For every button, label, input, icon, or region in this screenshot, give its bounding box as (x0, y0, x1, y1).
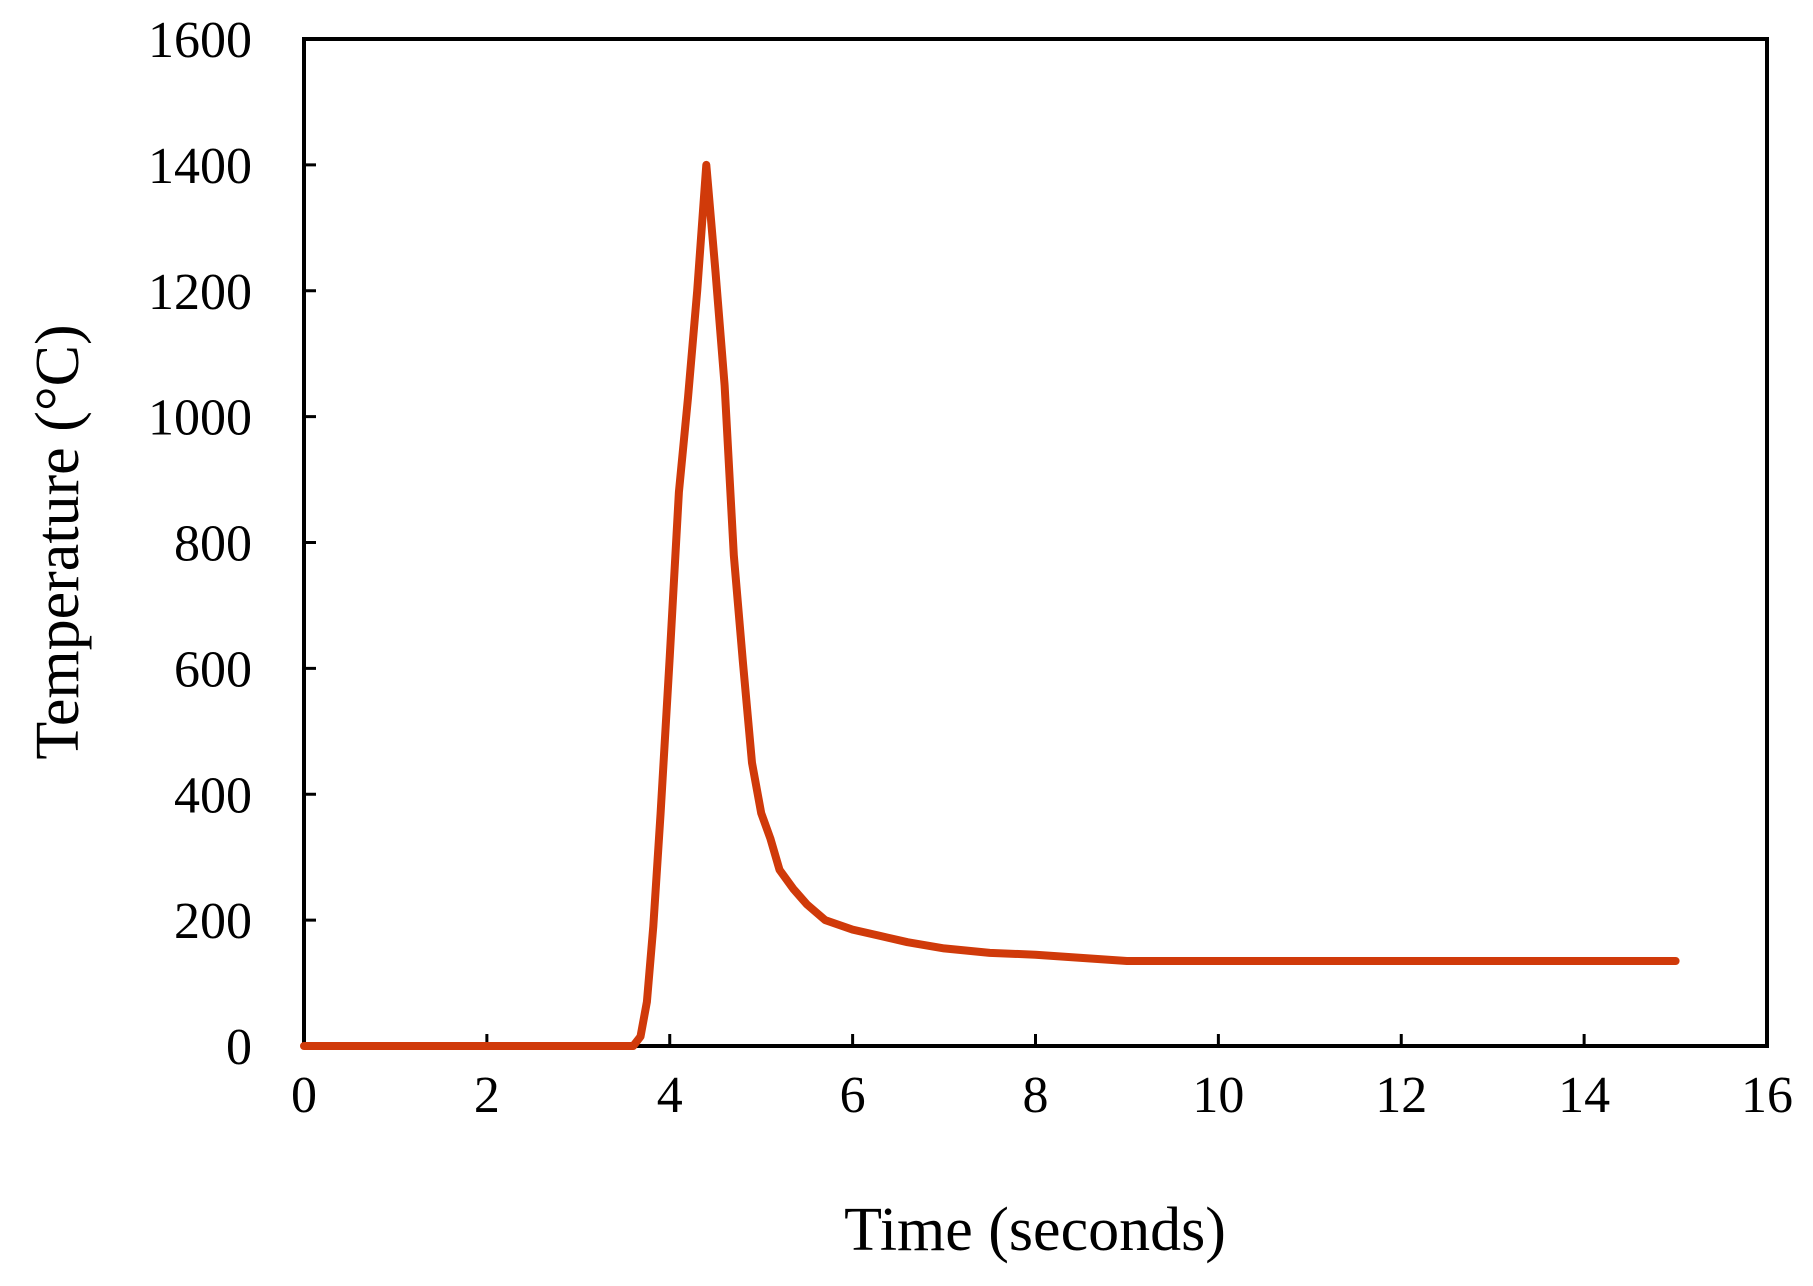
plot-frame (302, 37, 1769, 1048)
x-tick-label: 2 (474, 1067, 500, 1124)
x-tick-label: 12 (1375, 1067, 1427, 1124)
y-axis-title: Temperature (°C) (24, 324, 92, 759)
x-axis-title: Time (seconds) (844, 1196, 1226, 1264)
y-tick-label: 1200 (148, 264, 252, 321)
x-tick-label: 10 (1192, 1067, 1244, 1124)
y-tick-label: 400 (174, 767, 252, 824)
x-tick-label: 4 (657, 1067, 683, 1124)
y-tick-label: 800 (174, 516, 252, 573)
x-tick-label: 16 (1741, 1067, 1793, 1124)
y-axis-ticks: 0 200 400 600 800 1000 1200 1400 1600 (148, 12, 316, 1076)
y-tick-label: 0 (226, 1019, 252, 1076)
x-tick-label: 6 (840, 1067, 866, 1124)
y-tick-label: 600 (174, 641, 252, 698)
y-tick-label: 200 (174, 893, 252, 950)
y-tick-label: 1000 (148, 390, 252, 447)
y-tick-label: 1600 (148, 12, 252, 69)
temperature-series-line (300, 160, 1680, 1050)
y-tick-label: 1400 (148, 138, 252, 195)
x-tick-label: 8 (1023, 1067, 1049, 1124)
x-axis-ticks: 0 2 4 6 8 10 12 14 16 (291, 1034, 1793, 1124)
x-tick-label: 0 (291, 1067, 317, 1124)
x-tick-label: 14 (1558, 1067, 1610, 1124)
